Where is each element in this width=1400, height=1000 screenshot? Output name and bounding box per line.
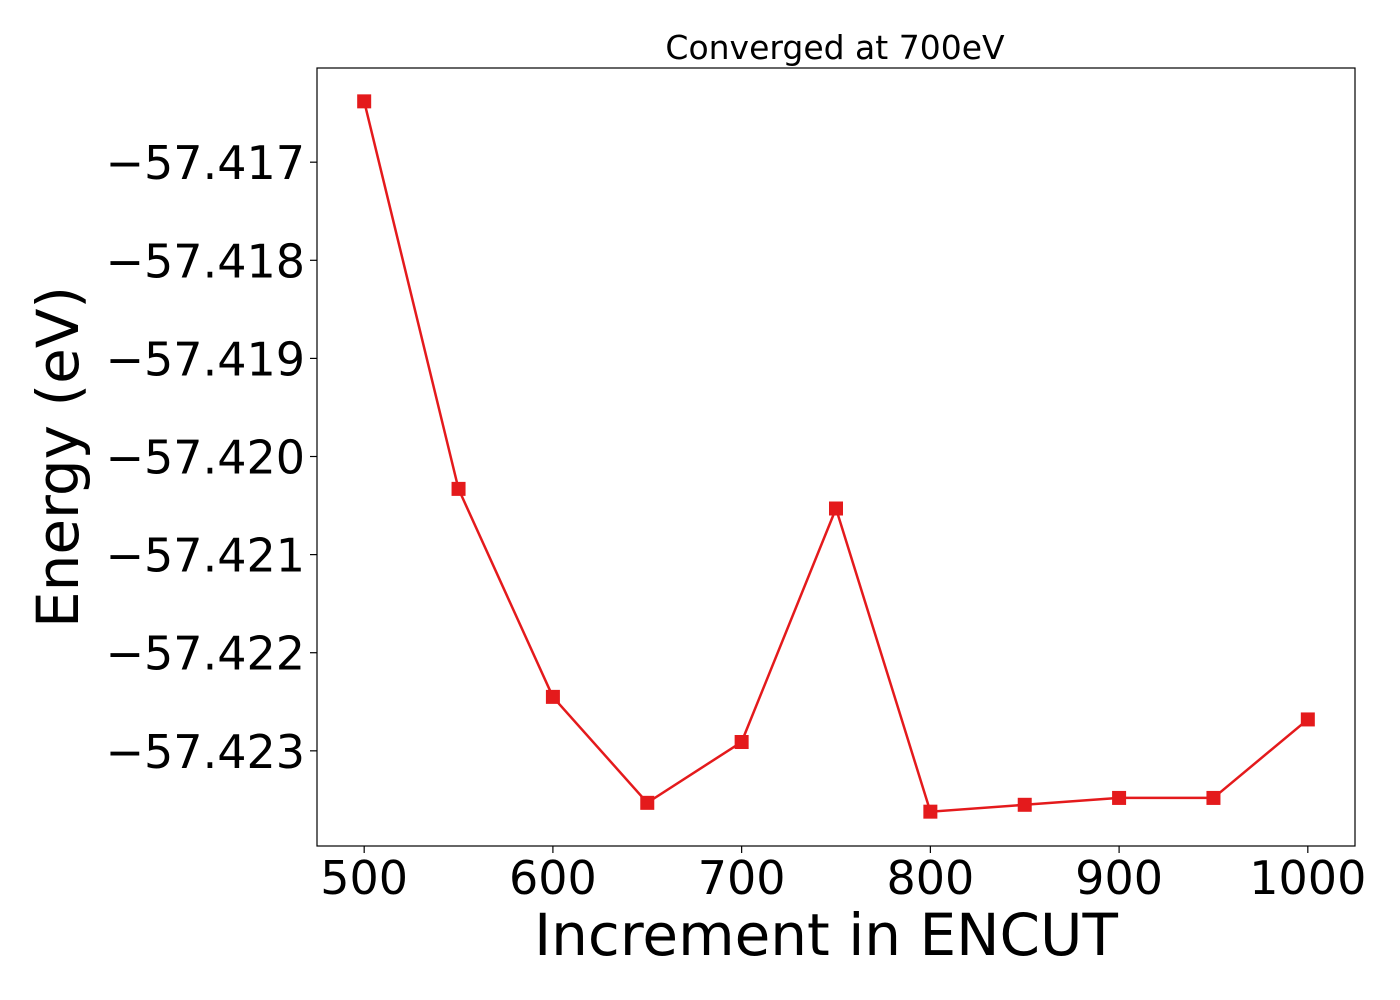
data-point-marker (640, 795, 655, 810)
data-point-marker (357, 94, 372, 109)
y-tick-label: −57.421 (106, 529, 306, 583)
data-point-marker (829, 501, 843, 516)
x-axis-ticks: 500 600 700 800 900 1000 (320, 846, 1366, 905)
x-tick-label: 700 (698, 851, 786, 905)
y-axis-label: Energy (eV) (24, 286, 92, 628)
x-tick-label: 600 (509, 851, 597, 905)
data-point-marker (1112, 790, 1127, 805)
data-point-marker (451, 481, 466, 496)
y-tick-label: −57.420 (106, 431, 306, 485)
y-tick-label: −57.422 (106, 627, 306, 681)
chart-title: Converged at 700eV (665, 28, 1005, 67)
x-tick-label: 500 (320, 851, 408, 905)
data-point-marker (923, 804, 938, 819)
y-axis-ticks: −57.417 −57.418 −57.419 −57.420 −57.421 −57.4… (106, 136, 317, 779)
data-point-marker (1017, 797, 1032, 812)
y-tick-label: −57.418 (106, 234, 306, 288)
data-point-marker (545, 689, 560, 704)
x-tick-label: 800 (886, 851, 974, 905)
series-markers (357, 94, 1315, 819)
y-tick-label: −57.417 (106, 136, 306, 190)
data-point-marker (1206, 790, 1221, 805)
data-point-marker (734, 735, 749, 750)
plot-area (316, 67, 1356, 847)
y-tick-label: −57.419 (106, 332, 306, 386)
x-tick-label: 900 (1075, 851, 1163, 905)
y-tick-label: −57.423 (106, 725, 306, 779)
x-axis-label: Increment in ENCUT (534, 901, 1118, 969)
data-point-marker (1300, 712, 1315, 727)
x-tick-label: 1000 (1249, 851, 1366, 905)
